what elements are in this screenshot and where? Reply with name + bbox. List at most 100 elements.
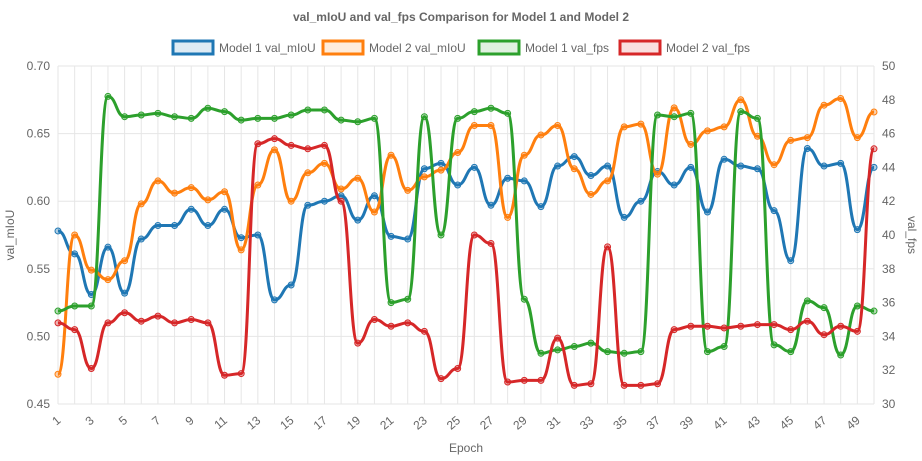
data-point[interactable] <box>104 92 112 100</box>
data-point[interactable] <box>820 304 828 312</box>
data-point[interactable] <box>670 113 678 121</box>
legend-item[interactable]: Model 2 val_mIoU <box>321 39 466 56</box>
data-point[interactable] <box>787 348 795 356</box>
data-point[interactable] <box>637 120 645 128</box>
data-point[interactable] <box>554 162 562 170</box>
data-point[interactable] <box>71 231 79 239</box>
data-point[interactable] <box>853 327 861 335</box>
data-point[interactable] <box>221 188 229 196</box>
data-point[interactable] <box>287 111 295 119</box>
data-point[interactable] <box>287 281 295 289</box>
data-point[interactable] <box>753 114 761 122</box>
data-point[interactable] <box>703 127 711 135</box>
data-point[interactable] <box>670 326 678 334</box>
data-point[interactable] <box>504 174 512 182</box>
data-point[interactable] <box>454 181 462 189</box>
data-point[interactable] <box>320 106 328 114</box>
data-point[interactable] <box>554 334 562 342</box>
data-point[interactable] <box>171 113 179 121</box>
data-point[interactable] <box>620 349 628 357</box>
data-point[interactable] <box>54 307 62 315</box>
data-point[interactable] <box>753 165 761 173</box>
data-point[interactable] <box>470 163 478 171</box>
data-point[interactable] <box>337 197 345 205</box>
data-point[interactable] <box>270 296 278 304</box>
data-point[interactable] <box>404 319 412 327</box>
data-point[interactable] <box>620 213 628 221</box>
data-point[interactable] <box>287 141 295 149</box>
data-point[interactable] <box>504 109 512 117</box>
data-point[interactable] <box>520 295 528 303</box>
data-point[interactable] <box>853 302 861 310</box>
data-point[interactable] <box>803 144 811 152</box>
data-point[interactable] <box>837 159 845 167</box>
legend-item[interactable]: Model 2 val_fps <box>618 39 750 56</box>
data-point[interactable] <box>237 234 245 242</box>
data-point[interactable] <box>454 149 462 157</box>
data-point[interactable] <box>71 302 79 310</box>
data-point[interactable] <box>504 213 512 221</box>
data-point[interactable] <box>437 231 445 239</box>
data-point[interactable] <box>454 114 462 122</box>
data-point[interactable] <box>554 121 562 129</box>
data-point[interactable] <box>520 177 528 185</box>
data-point[interactable] <box>753 132 761 140</box>
data-point[interactable] <box>820 331 828 339</box>
data-point[interactable] <box>370 316 378 323</box>
data-point[interactable] <box>304 201 312 209</box>
data-point[interactable] <box>387 232 395 240</box>
data-point[interactable] <box>604 177 612 185</box>
data-point[interactable] <box>137 200 145 208</box>
data-point[interactable] <box>587 339 595 347</box>
data-point[interactable] <box>404 186 412 194</box>
data-point[interactable] <box>787 136 795 144</box>
legend-item[interactable]: Model 1 val_fps <box>477 39 609 56</box>
data-point[interactable] <box>654 111 662 119</box>
data-point[interactable] <box>687 322 695 330</box>
data-point[interactable] <box>187 205 195 213</box>
data-point[interactable] <box>637 381 645 389</box>
data-point[interactable] <box>154 177 162 185</box>
data-point[interactable] <box>254 231 262 239</box>
data-point[interactable] <box>737 322 745 330</box>
data-point[interactable] <box>853 226 861 234</box>
data-point[interactable] <box>254 181 262 189</box>
data-point[interactable] <box>637 197 645 205</box>
data-point[interactable] <box>720 343 728 351</box>
data-point[interactable] <box>770 207 778 215</box>
data-point[interactable] <box>820 162 828 170</box>
data-point[interactable] <box>837 351 845 359</box>
data-point[interactable] <box>237 370 245 378</box>
data-point[interactable] <box>387 151 395 159</box>
data-point[interactable] <box>703 322 711 330</box>
data-point[interactable] <box>670 104 678 112</box>
data-point[interactable] <box>604 348 612 356</box>
data-point[interactable] <box>587 190 595 198</box>
data-point[interactable] <box>587 380 595 388</box>
data-point[interactable] <box>204 222 212 230</box>
data-point[interactable] <box>820 101 828 109</box>
data-point[interactable] <box>737 162 745 170</box>
data-point[interactable] <box>570 343 578 351</box>
data-point[interactable] <box>237 116 245 124</box>
data-point[interactable] <box>437 375 445 383</box>
data-point[interactable] <box>387 322 395 330</box>
data-point[interactable] <box>54 370 62 378</box>
data-point[interactable] <box>121 113 129 121</box>
data-point[interactable] <box>121 257 129 265</box>
data-point[interactable] <box>320 197 328 205</box>
data-point[interactable] <box>620 381 628 389</box>
data-point[interactable] <box>304 106 312 114</box>
data-point[interactable] <box>787 326 795 334</box>
data-point[interactable] <box>720 324 728 332</box>
data-point[interactable] <box>287 197 295 205</box>
data-point[interactable] <box>703 208 711 216</box>
data-point[interactable] <box>803 297 811 305</box>
data-point[interactable] <box>254 140 262 148</box>
data-point[interactable] <box>537 376 545 384</box>
data-point[interactable] <box>454 365 462 373</box>
data-point[interactable] <box>420 165 428 173</box>
data-point[interactable] <box>137 235 145 243</box>
data-point[interactable] <box>687 163 695 171</box>
data-point[interactable] <box>837 322 845 330</box>
